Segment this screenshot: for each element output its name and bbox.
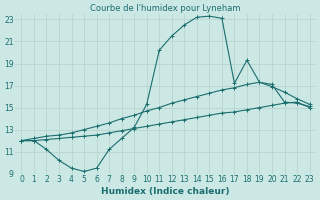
Title: Courbe de l'humidex pour Lyneham: Courbe de l'humidex pour Lyneham <box>90 4 241 13</box>
X-axis label: Humidex (Indice chaleur): Humidex (Indice chaleur) <box>101 187 230 196</box>
